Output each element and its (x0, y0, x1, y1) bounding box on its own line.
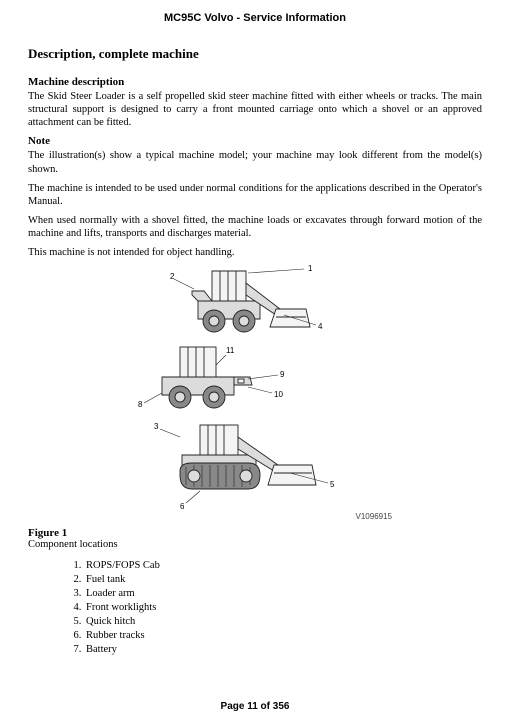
list-item: ROPS/FOPS Cab (84, 560, 482, 571)
list-item: Fuel tank (84, 574, 482, 585)
figure-1: 2 1 4 11 8 9 10 3 6 5 V1096915 (28, 265, 482, 521)
paragraph: This machine is not intended for object … (28, 246, 482, 259)
figure-caption: Component locations (28, 539, 482, 550)
figure-label: Figure 1 (28, 527, 482, 539)
list-item: Front worklights (84, 602, 482, 613)
paragraph: The machine is intended to be used under… (28, 182, 482, 208)
list-item: Quick hitch (84, 616, 482, 627)
figure-id: V1096915 (356, 512, 392, 521)
list-item: Battery (84, 644, 482, 655)
component-list: ROPS/FOPS Cab Fuel tank Loader arm Front… (84, 560, 482, 655)
list-item: Rubber tracks (84, 630, 482, 641)
section-title: Description, complete machine (28, 46, 482, 62)
callout-2: 2 (170, 272, 175, 281)
paragraph: The illustration(s) show a typical machi… (28, 149, 482, 175)
callout-6: 6 (180, 502, 185, 510)
paragraph: The Skid Steer Loader is a self propelle… (28, 90, 482, 129)
page-footer: Page 11 of 356 (0, 701, 510, 712)
list-item: Loader arm (84, 588, 482, 599)
callout-5: 5 (330, 480, 335, 489)
paragraph: When used normally with a shovel fitted,… (28, 214, 482, 240)
doc-title: MC95C Volvo - Service Information (28, 12, 482, 24)
machine-description-heading: Machine description (28, 76, 482, 88)
callout-8: 8 (138, 400, 143, 409)
page-body: MC95C Volvo - Service Information Descri… (0, 0, 510, 655)
callout-4: 4 (318, 322, 323, 331)
callout-3: 3 (154, 422, 159, 431)
callout-11: 11 (226, 346, 235, 355)
callout-10: 10 (274, 390, 283, 399)
callout-9: 9 (280, 370, 285, 379)
note-heading: Note (28, 135, 482, 147)
callout-1: 1 (308, 265, 313, 273)
machine-illustration: 2 1 4 11 8 9 10 3 6 5 (130, 265, 380, 510)
